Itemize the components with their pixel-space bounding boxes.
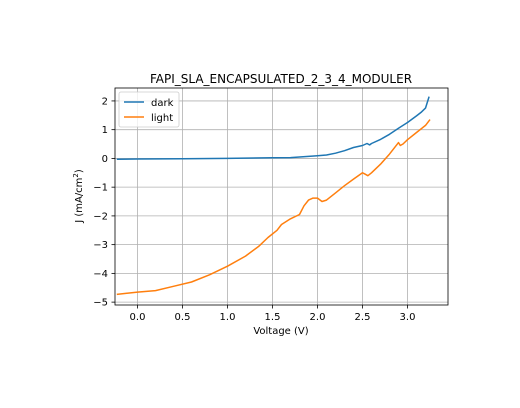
y-tick-label: −4	[93, 269, 108, 280]
chart-title: FAPI_SLA_ENCAPSULATED_2_3_4_MODULER	[150, 72, 412, 86]
x-tick-label: 0.5	[175, 312, 191, 323]
y-tick-label: −3	[93, 240, 108, 251]
x-tick-label: 3.0	[400, 312, 416, 323]
y-tick-label: 2	[102, 96, 108, 107]
x-tick-label: 0.0	[130, 312, 146, 323]
y-tick-label: 0	[102, 154, 108, 165]
y-tick-label: 1	[102, 125, 108, 136]
legend-label-light: light	[151, 113, 173, 124]
y-tick-label: −2	[93, 211, 108, 222]
y-axis-label-end: )	[74, 169, 85, 173]
legend-label-dark: dark	[151, 98, 174, 109]
x-axis-label: Voltage (V)	[253, 326, 308, 337]
x-tick-label: 1.0	[220, 312, 236, 323]
y-tick-label: −1	[93, 183, 108, 194]
y-axis-label-main: J (mA/cm	[74, 178, 85, 224]
x-tick-label: 1.5	[265, 312, 281, 323]
legend: dark light	[119, 92, 179, 127]
x-tick-label: 2.5	[355, 312, 371, 323]
x-tick-label: 2.0	[310, 312, 326, 323]
y-tick-label: −5	[93, 298, 108, 309]
